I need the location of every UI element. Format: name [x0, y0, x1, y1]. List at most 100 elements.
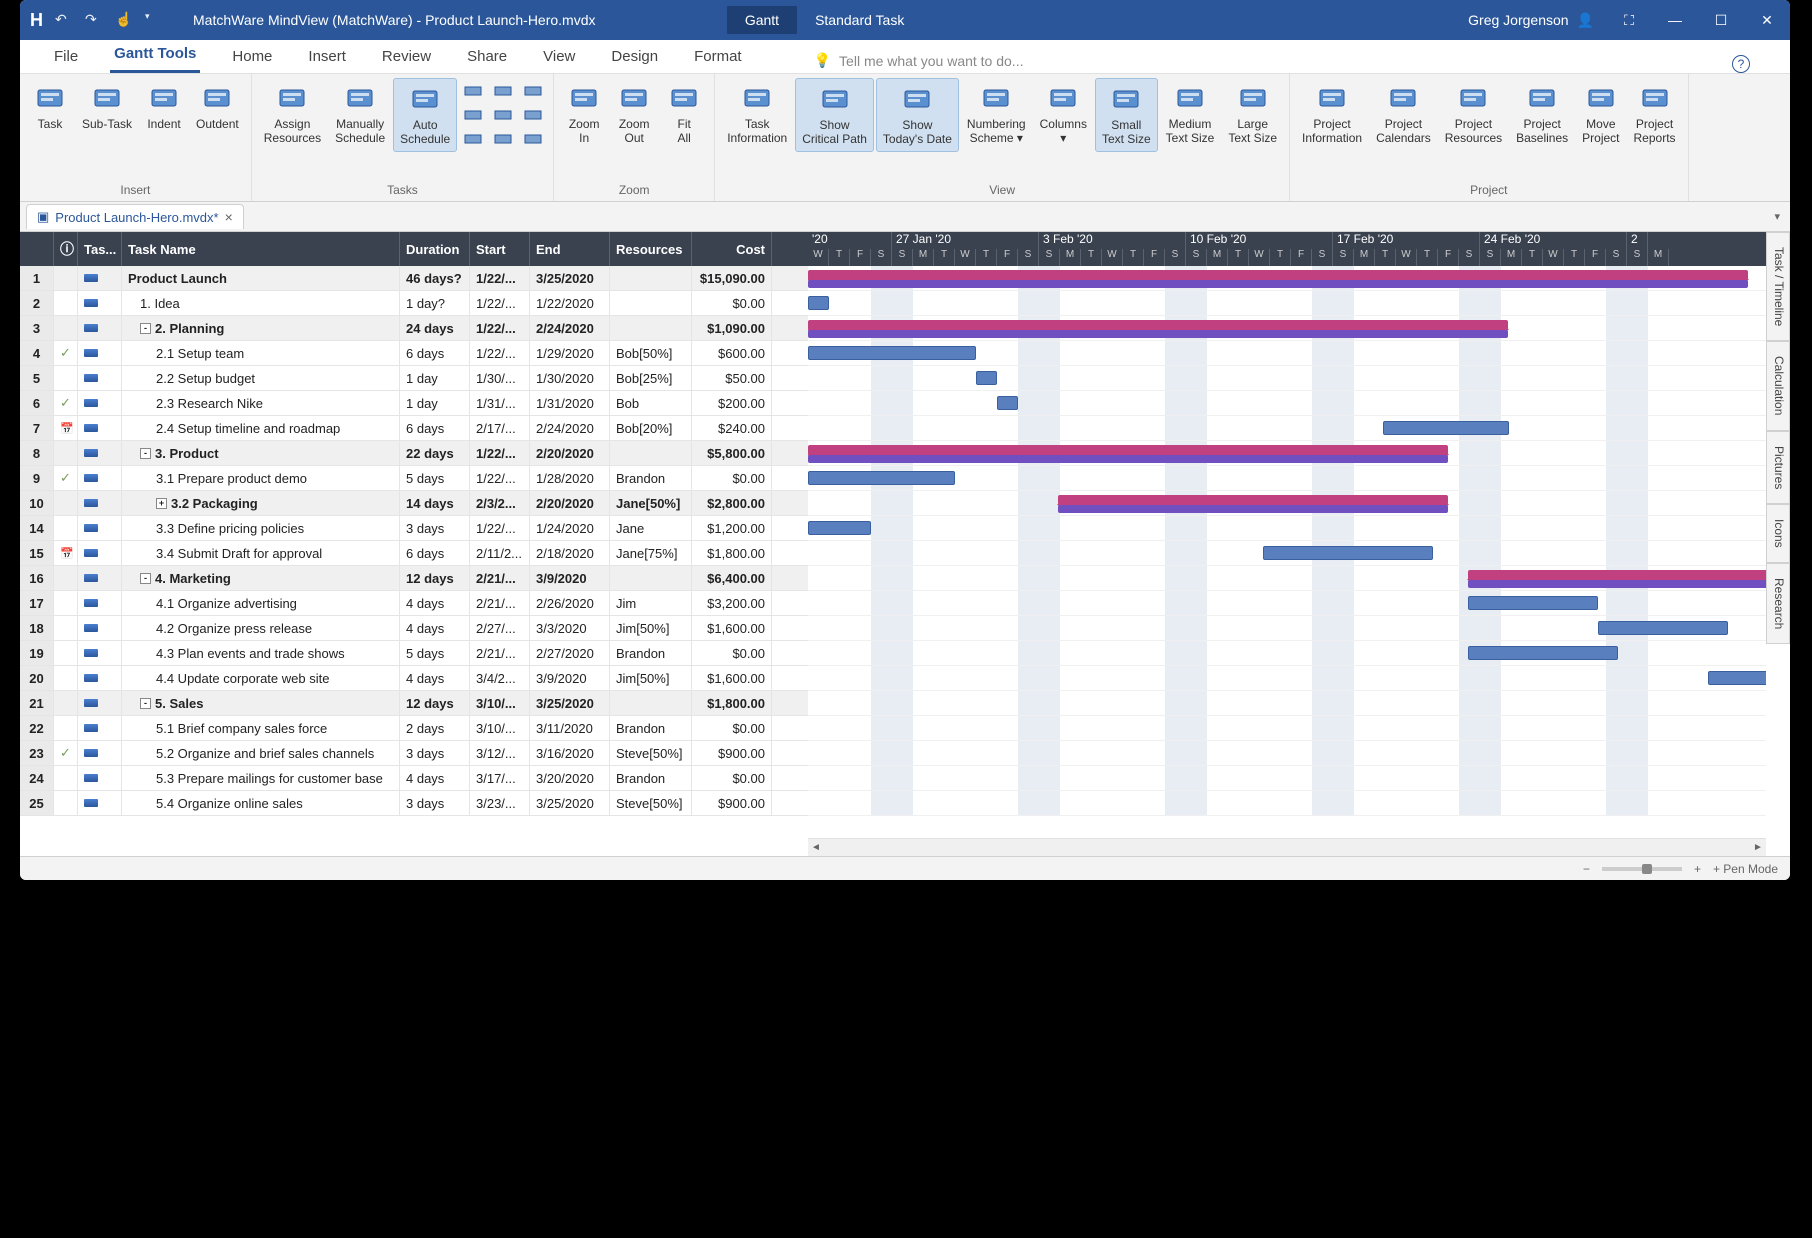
- col-resources[interactable]: Resources: [610, 232, 692, 266]
- gantt-hscroll[interactable]: ◄ ►: [808, 838, 1766, 856]
- task-button[interactable]: Task: [26, 78, 74, 136]
- ribbon-tab-view[interactable]: View: [539, 42, 579, 73]
- gantt-bar-task[interactable]: [1468, 596, 1598, 610]
- large-text-button[interactable]: LargeText Size: [1222, 78, 1283, 150]
- gantt-bar-summary[interactable]: [808, 445, 1448, 455]
- zoom-in-button[interactable]: ZoomIn: [560, 78, 608, 150]
- help-icon[interactable]: ?: [1732, 55, 1750, 73]
- gantt-bar-task[interactable]: [1383, 421, 1509, 435]
- side-tab-research[interactable]: Research: [1766, 563, 1790, 644]
- task-tool-small-2-1[interactable]: [521, 104, 545, 126]
- side-tab-task-timeline[interactable]: Task / Timeline: [1766, 232, 1790, 341]
- scroll-right-icon[interactable]: ►: [1750, 842, 1766, 853]
- table-row[interactable]: 18 4.2 Organize press release 4 days 2/2…: [20, 616, 808, 641]
- project-calendars-button[interactable]: ProjectCalendars: [1370, 78, 1437, 150]
- touch-icon[interactable]: ☝: [115, 11, 133, 29]
- maximize-button[interactable]: ☐: [1698, 0, 1744, 40]
- table-row[interactable]: 19 4.3 Plan events and trade shows 5 day…: [20, 641, 808, 666]
- gantt-bar-task[interactable]: [997, 396, 1018, 410]
- expand-icon[interactable]: +: [156, 498, 167, 509]
- sub-task-button[interactable]: Sub-Task: [76, 78, 138, 136]
- pen-mode-button[interactable]: + Pen Mode: [1713, 862, 1778, 876]
- col-cost[interactable]: Cost: [692, 232, 772, 266]
- minimize-button[interactable]: —: [1652, 0, 1698, 40]
- project-reports-button[interactable]: ProjectReports: [1628, 78, 1682, 150]
- table-row[interactable]: 16 -4. Marketing 12 days 2/21/... 3/9/20…: [20, 566, 808, 591]
- assign-resources-button[interactable]: AssignResources: [258, 78, 327, 150]
- ribbon-tab-design[interactable]: Design: [607, 42, 662, 73]
- gantt-bar-summary2[interactable]: [808, 455, 1448, 463]
- task-tool-small-0-0[interactable]: [461, 80, 485, 102]
- zoom-out-icon[interactable]: −: [1583, 862, 1590, 876]
- small-text-button[interactable]: SmallText Size: [1095, 78, 1158, 152]
- ribbon-tab-home[interactable]: Home: [228, 42, 276, 73]
- auto-schedule-button[interactable]: AutoSchedule: [393, 78, 457, 152]
- table-row[interactable]: 20 4.4 Update corporate web site 4 days …: [20, 666, 808, 691]
- move-project-button[interactable]: MoveProject: [1576, 78, 1625, 150]
- indent-button[interactable]: Indent: [140, 78, 188, 136]
- col-indicator[interactable]: ⓘ: [54, 232, 78, 266]
- table-row[interactable]: 1 Product Launch 46 days? 1/22/... 3/25/…: [20, 266, 808, 291]
- side-tab-icons[interactable]: Icons: [1766, 504, 1790, 563]
- ribbon-tab-format[interactable]: Format: [690, 42, 746, 73]
- ribbon-tab-share[interactable]: Share: [463, 42, 511, 73]
- numbering-scheme-button[interactable]: NumberingScheme ▾: [961, 78, 1032, 150]
- qat-dropdown-icon[interactable]: ▾: [145, 11, 163, 29]
- user-area[interactable]: Greg Jorgenson 👤: [1456, 12, 1606, 29]
- gantt-bar-summary2[interactable]: [1468, 580, 1766, 588]
- gantt-bar-summary2[interactable]: [808, 330, 1508, 338]
- gantt-bar-summary[interactable]: [808, 320, 1508, 330]
- project-information-button[interactable]: ProjectInformation: [1296, 78, 1368, 150]
- side-tab-calculation[interactable]: Calculation: [1766, 341, 1790, 430]
- task-information-button[interactable]: TaskInformation: [721, 78, 793, 150]
- col-start[interactable]: Start: [470, 232, 530, 266]
- gantt-bar-summary2[interactable]: [1058, 505, 1448, 513]
- project-resources-button[interactable]: ProjectResources: [1439, 78, 1508, 150]
- document-tab[interactable]: ▣ Product Launch-Hero.mvdx* ×: [26, 204, 244, 229]
- outdent-button[interactable]: Outdent: [190, 78, 245, 136]
- gantt-bar-task[interactable]: [1708, 671, 1766, 685]
- expand-icon[interactable]: -: [140, 698, 151, 709]
- ribbon-tab-gantt-tools[interactable]: Gantt Tools: [110, 39, 200, 73]
- col-taskname[interactable]: Task Name: [122, 232, 400, 266]
- task-tool-small-1-2[interactable]: [491, 128, 515, 150]
- view-tab-standard[interactable]: Standard Task: [797, 6, 922, 34]
- task-tool-small-0-2[interactable]: [461, 128, 485, 150]
- col-taskmode[interactable]: Tas...: [78, 232, 122, 266]
- table-row[interactable]: 7 📅 2.4 Setup timeline and roadmap 6 day…: [20, 416, 808, 441]
- doc-tabs-dropdown-icon[interactable]: ▾: [1774, 210, 1780, 223]
- expand-icon[interactable]: -: [140, 323, 151, 334]
- gantt-bar-task[interactable]: [808, 521, 871, 535]
- tell-me-search[interactable]: 💡 Tell me what you want to do...: [804, 48, 1264, 73]
- task-tool-small-1-1[interactable]: [491, 104, 515, 126]
- show-critical-path-button[interactable]: ShowCritical Path: [795, 78, 874, 152]
- table-row[interactable]: 8 -3. Product 22 days 1/22/... 2/20/2020…: [20, 441, 808, 466]
- table-row[interactable]: 22 5.1 Brief company sales force 2 days …: [20, 716, 808, 741]
- present-button[interactable]: ⛶: [1606, 0, 1652, 40]
- table-row[interactable]: 5 2.2 Setup budget 1 day 1/30/... 1/30/2…: [20, 366, 808, 391]
- project-baselines-button[interactable]: ProjectBaselines: [1510, 78, 1574, 150]
- gantt-bar-task[interactable]: [808, 296, 829, 310]
- undo-icon[interactable]: ↶: [55, 11, 73, 29]
- gantt-bar-summary2[interactable]: [808, 280, 1748, 288]
- col-end[interactable]: End: [530, 232, 610, 266]
- close-button[interactable]: ✕: [1744, 0, 1790, 40]
- gantt-chart[interactable]: '2027 Jan '203 Feb '2010 Feb '2017 Feb '…: [808, 232, 1766, 856]
- ribbon-tab-file[interactable]: File: [50, 42, 82, 73]
- table-row[interactable]: 14 3.3 Define pricing policies 3 days 1/…: [20, 516, 808, 541]
- table-row[interactable]: 4 ✓ 2.1 Setup team 6 days 1/22/... 1/29/…: [20, 341, 808, 366]
- gantt-bar-task[interactable]: [808, 346, 976, 360]
- table-row[interactable]: 3 -2. Planning 24 days 1/22/... 2/24/202…: [20, 316, 808, 341]
- document-tab-close-icon[interactable]: ×: [225, 209, 233, 225]
- fit-all-button[interactable]: FitAll: [660, 78, 708, 150]
- table-row[interactable]: 15 📅 3.4 Submit Draft for approval 6 day…: [20, 541, 808, 566]
- table-row[interactable]: 6 ✓ 2.3 Research Nike 1 day 1/31/... 1/3…: [20, 391, 808, 416]
- show-todays-date-button[interactable]: ShowToday's Date: [876, 78, 959, 152]
- ribbon-tab-insert[interactable]: Insert: [304, 42, 350, 73]
- gantt-bar-task[interactable]: [976, 371, 997, 385]
- table-row[interactable]: 2 1. Idea 1 day? 1/22/... 1/22/2020 $0.0…: [20, 291, 808, 316]
- columns-button[interactable]: Columns▾: [1034, 78, 1093, 150]
- expand-icon[interactable]: -: [140, 448, 151, 459]
- col-duration[interactable]: Duration: [400, 232, 470, 266]
- view-tab-gantt[interactable]: Gantt: [727, 6, 797, 34]
